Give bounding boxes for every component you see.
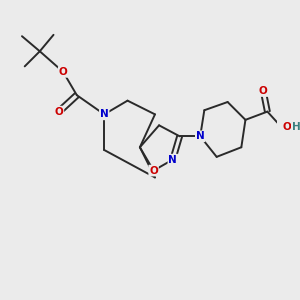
Text: H: H [292,122,300,132]
Text: O: O [149,166,158,176]
Text: O: O [259,86,268,96]
Text: N: N [168,154,177,165]
Text: O: O [55,106,63,117]
Text: N: N [196,131,205,141]
Text: O: O [59,67,68,77]
Text: O: O [283,122,291,132]
Text: N: N [100,110,109,119]
